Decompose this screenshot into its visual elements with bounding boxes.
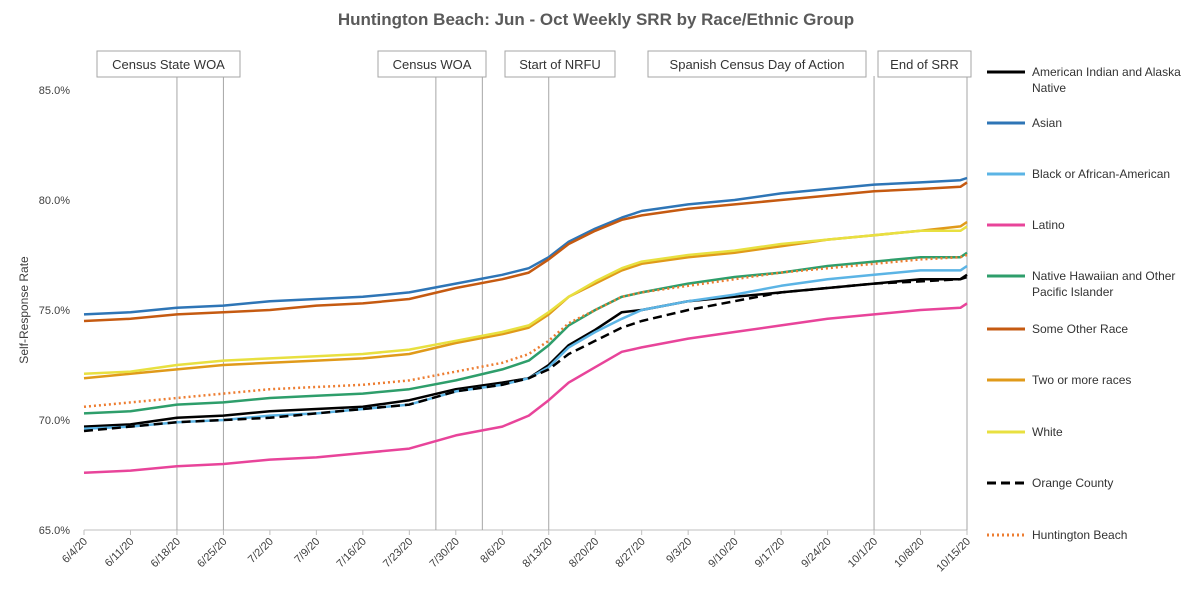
x-tick-label: 6/4/20	[60, 536, 90, 566]
x-tick-label: 10/1/20	[846, 536, 880, 570]
event-label-box	[877, 50, 972, 78]
legend-label: American Indian and Alaska Native	[1032, 65, 1181, 95]
event-label: Census WOA	[393, 57, 472, 72]
series-line	[83, 275, 968, 433]
legend-label: Black or African-American	[1032, 167, 1170, 181]
x-tick-label: 8/6/20	[478, 536, 508, 566]
x-tick-label: 8/27/20	[613, 536, 647, 570]
y-tick-label: 80.0%	[39, 195, 70, 207]
legend-label: Some Other Race	[1032, 322, 1128, 336]
x-tick-label: 8/13/20	[520, 536, 554, 570]
event-label-box	[504, 50, 616, 78]
x-tick-label: 9/24/20	[799, 536, 833, 570]
series-line	[83, 253, 968, 409]
event-label: Spanish Census Day of Action	[670, 57, 845, 72]
event-label: End of SRR	[890, 57, 959, 72]
x-tick-label: 7/23/20	[381, 536, 415, 570]
x-tick-label: 6/11/20	[103, 536, 137, 570]
x-tick-label: 9/10/20	[706, 536, 740, 570]
x-tick-label: 7/30/20	[427, 536, 461, 570]
x-tick-label: 7/16/20	[335, 536, 369, 570]
legend-label: Orange County	[1032, 476, 1113, 490]
x-tick-label: 6/18/20	[149, 536, 183, 570]
x-tick-label: 7/2/20	[246, 536, 276, 566]
series-line	[83, 181, 968, 323]
x-tick-label: 8/20/20	[567, 536, 601, 570]
event-label-box	[647, 50, 867, 78]
legend-label: White	[1032, 425, 1063, 439]
event-label: Start of NRFU	[519, 57, 601, 72]
legend-label: Asian	[1032, 116, 1062, 130]
y-axis-title: Self-Response Rate	[17, 256, 31, 364]
series-line	[83, 251, 968, 415]
event-label-box	[96, 50, 241, 78]
series-line	[83, 302, 968, 475]
series-line	[83, 264, 968, 431]
legend-label: Huntington Beach	[1032, 528, 1127, 542]
x-tick-label: 10/8/20	[892, 536, 926, 570]
x-tick-label: 6/25/20	[195, 536, 229, 570]
y-tick-label: 85.0%	[39, 85, 70, 97]
y-tick-label: 65.0%	[39, 525, 70, 537]
x-tick-label: 9/17/20	[753, 536, 787, 570]
y-tick-label: 75.0%	[39, 305, 70, 317]
chart-title: Huntington Beach: Jun - Oct Weekly SRR b…	[337, 10, 855, 29]
x-tick-label: 10/15/20	[934, 536, 973, 575]
x-tick-label: 7/9/20	[292, 536, 322, 566]
y-tick-label: 70.0%	[39, 415, 70, 427]
event-label-box	[377, 50, 487, 78]
event-label: Census State WOA	[112, 57, 225, 72]
x-tick-label: 9/3/20	[664, 536, 694, 566]
legend-label: Two or more races	[1032, 373, 1131, 387]
legend-label: Latino	[1032, 218, 1065, 232]
series-line	[83, 176, 968, 316]
legend-label: Native Hawaiian and Other Pacific Islande…	[1032, 269, 1175, 299]
series-line	[83, 225, 968, 376]
